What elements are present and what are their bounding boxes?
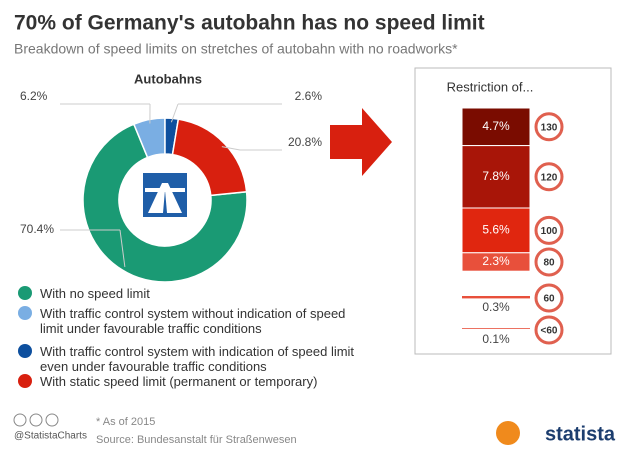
autobahn-bridge xyxy=(145,188,185,192)
bar-segment xyxy=(462,296,530,299)
logo-mark xyxy=(496,421,520,445)
speed-sign-label: 60 xyxy=(543,294,555,305)
value-label: 2.3% xyxy=(482,254,510,268)
legend-label: With traffic control system with indicat… xyxy=(40,344,355,374)
speed-sign-label: 100 xyxy=(541,226,558,237)
value-label: 5.6% xyxy=(482,223,510,237)
donut-slice xyxy=(171,118,248,197)
speed-sign xyxy=(534,247,564,277)
bar-segment xyxy=(461,145,531,209)
cc-icon xyxy=(13,413,27,427)
speed-sign xyxy=(534,215,564,245)
value-label: 4.7% xyxy=(482,119,510,133)
donut-title: Autobahns xyxy=(134,71,202,86)
speed-sign-label: 80 xyxy=(543,258,555,269)
legend-label: With static speed limit (permanent or te… xyxy=(40,374,318,389)
bar-segment xyxy=(462,328,530,329)
donut-slice xyxy=(82,123,248,283)
speed-sign xyxy=(534,162,564,192)
title: 70% of Germany's autobahn has no speed l… xyxy=(14,12,485,35)
by-icon xyxy=(29,413,43,427)
value-label: 0.1% xyxy=(482,332,510,346)
bar-segment xyxy=(461,107,531,147)
legend-swatch xyxy=(18,286,32,300)
value-label: 0.3% xyxy=(482,300,510,314)
note: * As of 2015 xyxy=(96,416,155,428)
legend-item: With no speed limit xyxy=(18,286,358,301)
value-label: 2.6% xyxy=(295,89,323,103)
source: Source: Bundesanstalt für Straßenwesen xyxy=(96,434,297,446)
leader-line xyxy=(221,146,241,151)
bar-segment xyxy=(461,252,531,272)
speed-sign xyxy=(534,315,564,345)
speed-sign-label: 130 xyxy=(541,122,558,133)
legend-item: With traffic control system without indi… xyxy=(18,306,358,336)
subtitle: Breakdown of speed limits on stretches o… xyxy=(14,41,458,57)
value-label: 70.4% xyxy=(20,222,54,236)
legend-label: With no speed limit xyxy=(40,286,150,301)
leader-line xyxy=(170,103,179,123)
legend-item: With static speed limit (permanent or te… xyxy=(18,374,358,389)
handle: @StatistaCharts xyxy=(14,431,87,442)
value-label: 20.8% xyxy=(288,135,322,149)
legend-label: With traffic control system without indi… xyxy=(40,306,346,336)
autobahn-road-center xyxy=(163,190,167,213)
value-label: 6.2% xyxy=(20,89,48,103)
speed-sign xyxy=(534,112,564,142)
brand: statista xyxy=(545,423,616,445)
legend-swatch xyxy=(18,374,32,388)
nd-icon xyxy=(45,413,59,427)
speed-sign-label: <60 xyxy=(541,326,558,337)
legend-item: With traffic control system with indicat… xyxy=(18,344,358,374)
arrow xyxy=(330,108,392,176)
legend-swatch xyxy=(18,306,32,320)
speed-sign xyxy=(534,283,564,313)
leader-line xyxy=(119,229,126,267)
value-label: 7.8% xyxy=(482,169,510,183)
speed-sign-label: 120 xyxy=(541,172,558,183)
panel-title: Restriction of... xyxy=(447,79,534,94)
legend-swatch xyxy=(18,344,32,358)
